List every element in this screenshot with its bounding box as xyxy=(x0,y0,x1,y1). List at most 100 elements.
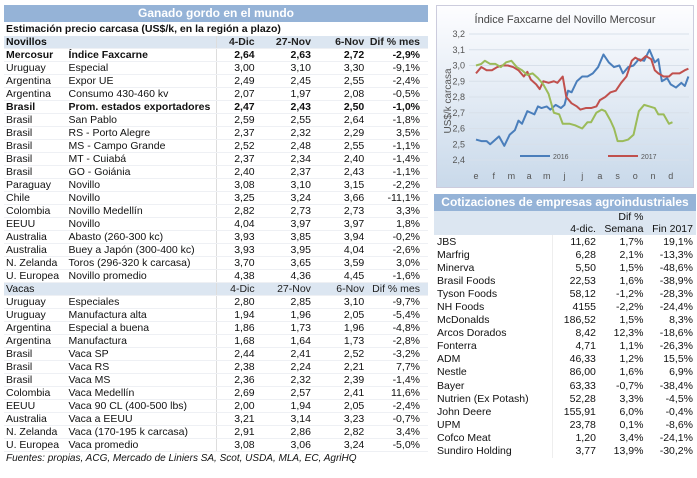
country-cell: Uruguay xyxy=(4,308,67,323)
dif-mes-cell: -2,4% xyxy=(366,399,428,414)
week-change-cell: 1,2% xyxy=(619,353,644,366)
country-cell: Brasil xyxy=(4,373,67,388)
table-row: Minerva 5,50 1,5% -48,6% xyxy=(434,261,696,275)
product-cell: Manufactura xyxy=(66,334,218,349)
legend-label: 2017 xyxy=(641,154,657,161)
table-row: Australia Vaca a EEUU 3,21 3,14 3,23 -0,7% xyxy=(4,412,428,427)
price-6nov-cell: 4,04 xyxy=(312,243,367,258)
table-row: N. Zelanda Toros (296-320 k carcasa) 3,70 3… xyxy=(4,256,428,271)
week-change-cell: 6,0% xyxy=(619,405,644,418)
price-27nov-cell: 3,97 xyxy=(259,217,313,232)
ytd-change-cell: -30,2% xyxy=(659,445,693,458)
company-cell: ADM xyxy=(434,352,553,366)
x-tick-label: s xyxy=(615,171,620,181)
country-cell: N. Zelanda xyxy=(4,256,67,271)
table-row: EEUU Novillo 4,04 3,97 3,97 1,8% xyxy=(4,217,428,232)
stocks-table: Dif % 4-dic. Semana Fin 2017 JBS 11,62 1,7% 19,… xyxy=(434,211,696,458)
ytd-change-cell: -48,6% xyxy=(659,261,693,274)
ytd-change-cell: -8,6% xyxy=(665,418,693,431)
table-row: Nutrien (Ex Potash) 52,28 3,3% -4,5% xyxy=(434,392,696,406)
table-row: Australia Abasto (260-300 kc) 3,93 3,85 3,94… xyxy=(4,230,428,245)
country-cell: Argentina xyxy=(4,74,67,89)
price-cell: 186,52 xyxy=(563,314,596,327)
dif-mes-cell: -2,2% xyxy=(366,178,428,193)
price-6nov-cell: 6-Nov xyxy=(312,282,367,297)
price-4dic-cell: 3,93 xyxy=(216,243,260,258)
table-row: Brasil MS - Campo Grande 2,52 2,48 2,55 -1,1% xyxy=(4,139,428,154)
cattle-prices-table: Novillos 4-Dic 27-Nov 6-Nov Dif % mes Mercosu… xyxy=(4,36,428,453)
company-cell: Fonterra xyxy=(434,339,553,353)
dif-mes-cell: Dif % mes xyxy=(366,36,428,50)
company-cell: John Deere xyxy=(434,405,553,419)
price-6nov-cell: 2,64 xyxy=(312,113,367,128)
price-cell: 23,78 xyxy=(569,418,596,431)
country-cell: EEUU xyxy=(4,399,67,414)
ytd-change-cell: -38,4% xyxy=(659,379,693,392)
ytd-change-cell: 19,1% xyxy=(663,235,693,248)
product-cell: Abasto (260-300 kc) xyxy=(66,230,218,245)
product-cell: San Pablo xyxy=(66,113,218,128)
table-row: Marfrig 6,28 2,1% -13,3% xyxy=(434,248,696,262)
table-row: Brasil MT - Cuiabá 2,37 2,34 2,40 -1,4% xyxy=(4,152,428,167)
price-6nov-cell: 2,43 xyxy=(312,165,367,180)
country-cell: Australia xyxy=(4,230,67,245)
ytd-change-cell xyxy=(646,211,696,223)
price-cell: 63,33 xyxy=(569,379,596,392)
dif-mes-cell: -9,1% xyxy=(366,61,428,76)
x-tick-label: a xyxy=(527,171,532,181)
y-tick-label: 2,9 xyxy=(452,76,465,86)
country-cell: Brasil xyxy=(4,113,67,128)
y-axis-label: US$/k carcasa xyxy=(443,68,454,133)
price-4dic-cell: 2,40 xyxy=(216,165,260,180)
week-change-cell: 1,5% xyxy=(619,261,644,274)
product-cell: Prom. estados exportadores xyxy=(66,100,218,115)
x-tick-label: n xyxy=(650,171,655,181)
table-row: U. Europea Vaca promedio 3,08 3,06 3,24 -5,0% xyxy=(4,438,428,453)
price-cell: 155,91 xyxy=(563,405,596,418)
country-cell: U. Europea xyxy=(4,438,67,453)
price-4dic-cell: 3,93 xyxy=(216,230,260,245)
chart-svg: Índice Faxcarne del Novillo Mercosur 2,4 2… xyxy=(443,13,697,181)
price-4dic-cell: 1,68 xyxy=(216,334,260,349)
price-27nov-cell: 2,32 xyxy=(259,126,313,141)
week-change-cell: 12,3% xyxy=(613,327,644,340)
country-cell: Brasil xyxy=(4,126,67,141)
product-cell: Novillo Medellín xyxy=(66,204,218,219)
product-cell: Vaca Medellín xyxy=(66,386,218,401)
price-4dic-cell: 3,25 xyxy=(216,191,260,206)
price-27nov-cell: 1,97 xyxy=(259,87,313,102)
ytd-change-cell: -28,3% xyxy=(659,287,693,300)
ytd-change-cell: -24,4% xyxy=(659,301,693,314)
company-cell: McDonalds xyxy=(434,313,553,327)
price-4dic-cell: 2,82 xyxy=(216,204,260,219)
price-cell: 11,62 xyxy=(570,235,596,248)
dif-mes-cell: -5,0% xyxy=(366,438,428,453)
price-4dic-cell: 4-Dic xyxy=(216,36,260,50)
y-tick-label: 2,5 xyxy=(452,139,465,149)
company-cell: NH Foods xyxy=(434,300,553,314)
table-row: JBS 11,62 1,7% 19,1% xyxy=(434,235,696,249)
chart-title: Índice Faxcarne del Novillo Mercosur xyxy=(475,13,656,26)
price-4dic-cell: 2,52 xyxy=(216,139,260,154)
price-6nov-cell: 3,66 xyxy=(312,191,367,206)
price-6nov-cell: 2,21 xyxy=(312,360,367,375)
vacas-header-row: Vacas 4-Dic 27-Nov 6-Nov Dif % mes xyxy=(4,282,428,297)
series-line-2016 xyxy=(475,48,690,147)
dif-mes-cell: 11,6% xyxy=(366,386,428,401)
price-6nov-cell: 2,39 xyxy=(312,373,367,388)
week-change-cell: 0,1% xyxy=(619,418,644,431)
country-cell: Argentina xyxy=(4,334,67,349)
product-cell: Vaca MS xyxy=(66,373,218,388)
table-row: Colombia Vaca Medellín 2,69 2,57 2,41 11,6% xyxy=(4,386,428,401)
dif-mes-cell: 3,3% xyxy=(366,204,428,219)
x-tick-label: m xyxy=(543,171,551,181)
x-tick-label: a xyxy=(597,171,602,181)
dif-mes-cell: -0,7% xyxy=(366,412,428,427)
price-27nov-cell: 2,55 xyxy=(259,113,313,128)
price-27nov-cell: 3,06 xyxy=(259,438,313,453)
x-tick-label: f xyxy=(492,171,495,181)
product-cell xyxy=(66,36,218,50)
price-cell: 52,28 xyxy=(569,392,596,405)
country-cell: Brasil xyxy=(4,100,67,115)
dif-mes-cell: 3,5% xyxy=(366,126,428,141)
